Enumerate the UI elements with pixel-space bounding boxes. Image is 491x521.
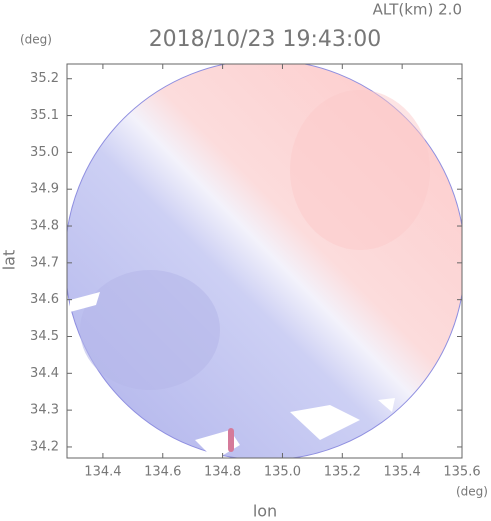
y-tick-label: 35.0 [30,145,59,160]
y-tick-label: 34.8 [30,219,59,234]
radar-field [67,64,462,458]
x-tick-label: 135.4 [384,465,421,480]
y-unit: (deg) [20,33,52,47]
chart-title: 2018/10/23 19:43:00 [149,27,382,52]
y-tick-label: 35.2 [30,71,59,86]
y-tick-label: 34.6 [30,292,59,307]
y-tick-label: 34.5 [30,329,59,344]
y-tick-label: 34.7 [30,255,59,270]
x-tick-label: 134.4 [84,465,121,480]
y-tick-label: 34.3 [30,403,59,418]
x-tick-label: 135.6 [443,465,480,480]
y-tick-label: 34.9 [30,182,59,197]
x-tick-label: 135.0 [264,465,301,480]
x-tick-label: 134.8 [204,465,241,480]
plot-frame [66,63,463,459]
y-tick-label: 34.4 [30,366,59,381]
y-tick-label: 35.1 [30,108,59,123]
x-tick-label: 135.2 [324,465,361,480]
x-unit: (deg) [456,485,488,499]
y-tick-label: 34.2 [30,439,59,454]
x-axis-label: lon [253,502,277,521]
annotation: ALT(km) 2.0 [373,1,462,19]
x-tick-label: 134.6 [144,465,181,480]
y-axis-label: lat [0,250,19,271]
